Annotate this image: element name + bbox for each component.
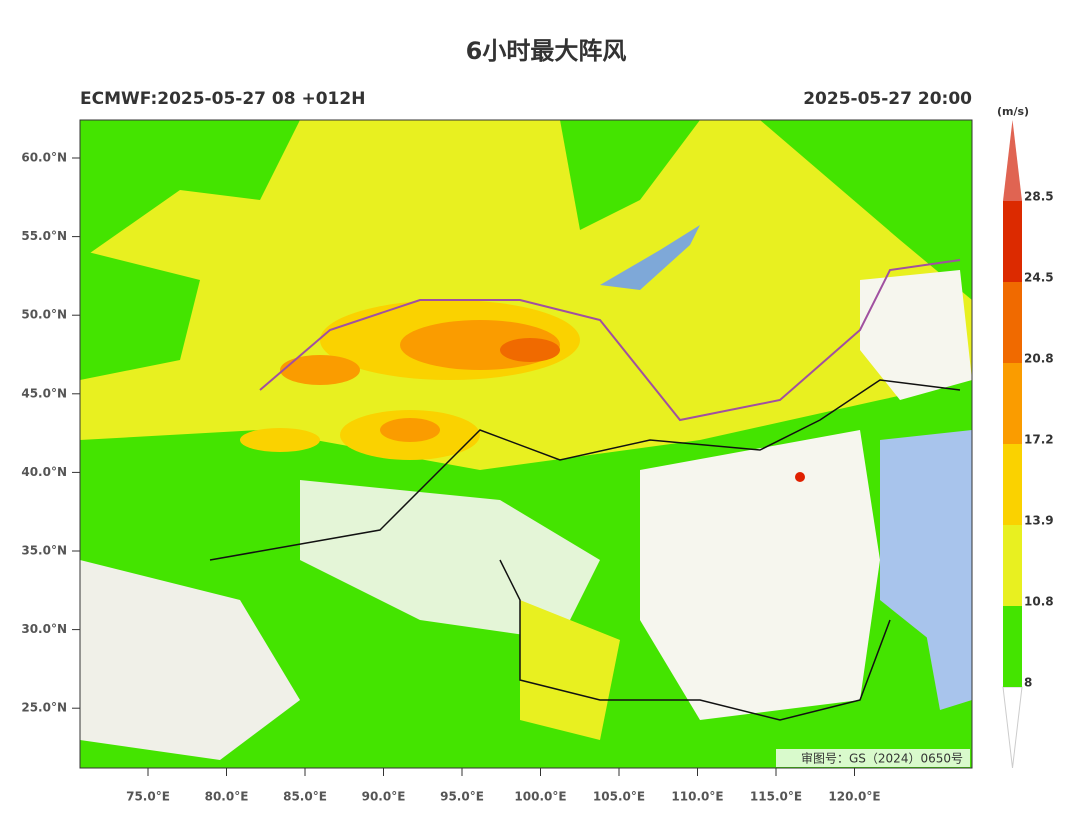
map-note-bg bbox=[776, 749, 970, 767]
latitude-label: 55.0°N bbox=[21, 229, 67, 243]
colorbar-label: 28.5 bbox=[1024, 190, 1054, 204]
longitude-label: 105.0°E bbox=[593, 790, 645, 804]
latitude-label: 35.0°N bbox=[21, 544, 67, 558]
colorbar-bin bbox=[1003, 525, 1022, 606]
longitude-label: 120.0°E bbox=[828, 790, 880, 804]
colorbar-bin bbox=[1003, 444, 1022, 525]
colorbar-unit: (m/s) bbox=[997, 105, 1029, 118]
longitude-label: 100.0°E bbox=[514, 790, 566, 804]
colorbar-label: 8 bbox=[1024, 676, 1032, 690]
map-frame bbox=[79, 119, 973, 769]
colorbar-over bbox=[1003, 120, 1022, 201]
latitude-label: 40.0°N bbox=[21, 465, 67, 479]
colorbar-under bbox=[1002, 686, 1023, 769]
longitude-label: 80.0°E bbox=[205, 790, 249, 804]
model-run: ECMWF:2025-05-27 08 +012H bbox=[80, 89, 365, 109]
latitude-label: 60.0°N bbox=[21, 151, 67, 165]
longitude-label: 110.0°E bbox=[671, 790, 723, 804]
colorbar-label: 10.8 bbox=[1024, 595, 1054, 609]
colorbar-bin bbox=[1003, 201, 1022, 282]
colorbar-bin bbox=[1003, 606, 1022, 687]
longitude-label: 90.0°E bbox=[362, 790, 406, 804]
colorbar-label: 17.2 bbox=[1024, 433, 1054, 447]
title: 6小时最大阵风 bbox=[466, 37, 627, 65]
latitude-label: 45.0°N bbox=[21, 386, 67, 400]
longitude-label: 75.0°E bbox=[126, 790, 170, 804]
map-note: 审图号：GS（2024）0650号 bbox=[801, 751, 963, 766]
map bbox=[80, 120, 972, 768]
colorbar-bin bbox=[1003, 282, 1022, 363]
valid-time: 2025-05-27 20:00 bbox=[803, 89, 972, 109]
longitude-label: 115.0°E bbox=[750, 790, 802, 804]
longitude-label: 95.0°E bbox=[440, 790, 484, 804]
latitude-label: 25.0°N bbox=[21, 701, 67, 715]
colorbar-label: 20.8 bbox=[1024, 352, 1054, 366]
longitude-label: 85.0°E bbox=[283, 790, 327, 804]
colorbar-bin bbox=[1003, 363, 1022, 444]
latitude-label: 30.0°N bbox=[21, 622, 67, 636]
latitude-label: 50.0°N bbox=[21, 308, 67, 322]
colorbar-label: 13.9 bbox=[1024, 514, 1054, 528]
colorbar-label: 24.5 bbox=[1024, 271, 1054, 285]
